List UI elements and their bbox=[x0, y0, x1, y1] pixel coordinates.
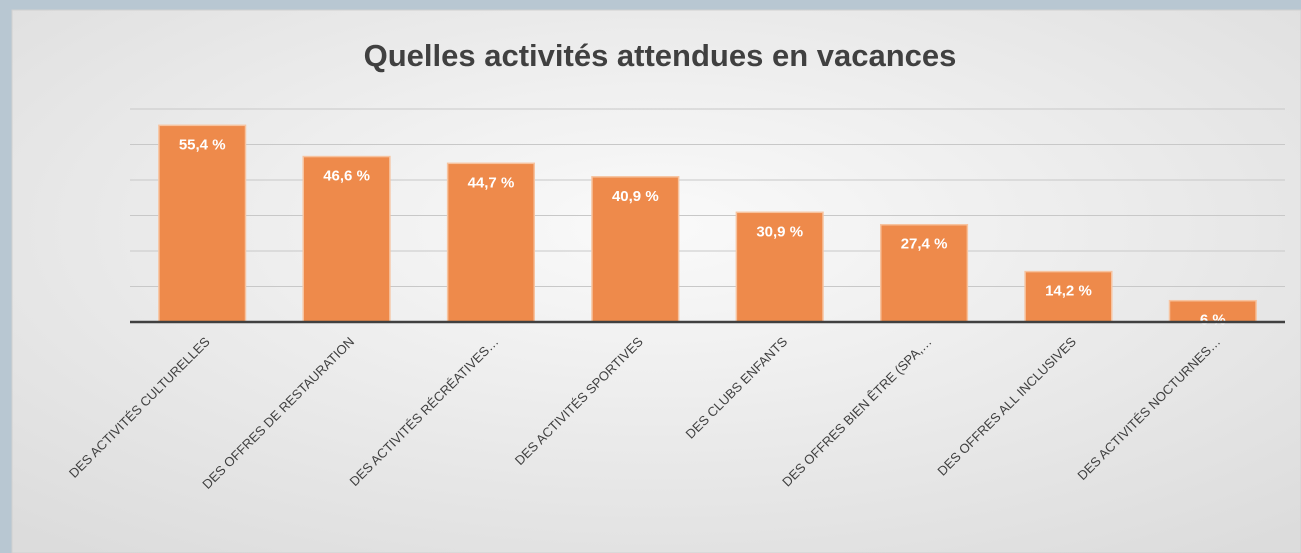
value-label: 30,9 % bbox=[756, 223, 803, 240]
bar bbox=[302, 155, 391, 323]
value-label: 6 % bbox=[1200, 312, 1226, 329]
bar bbox=[158, 124, 247, 323]
bar bbox=[446, 162, 535, 323]
value-label: 40,9 % bbox=[612, 188, 659, 205]
value-label: 55,4 % bbox=[179, 136, 226, 153]
bar bbox=[880, 223, 969, 323]
value-label: 46,6 % bbox=[323, 168, 370, 185]
bar bbox=[591, 176, 680, 323]
bar bbox=[1024, 270, 1113, 323]
value-label: 27,4 % bbox=[901, 236, 948, 253]
value-label: 44,7 % bbox=[468, 174, 515, 191]
value-label: 14,2 % bbox=[1045, 283, 1092, 300]
chart-title: Quelles activités attendues en vacances bbox=[364, 38, 957, 73]
